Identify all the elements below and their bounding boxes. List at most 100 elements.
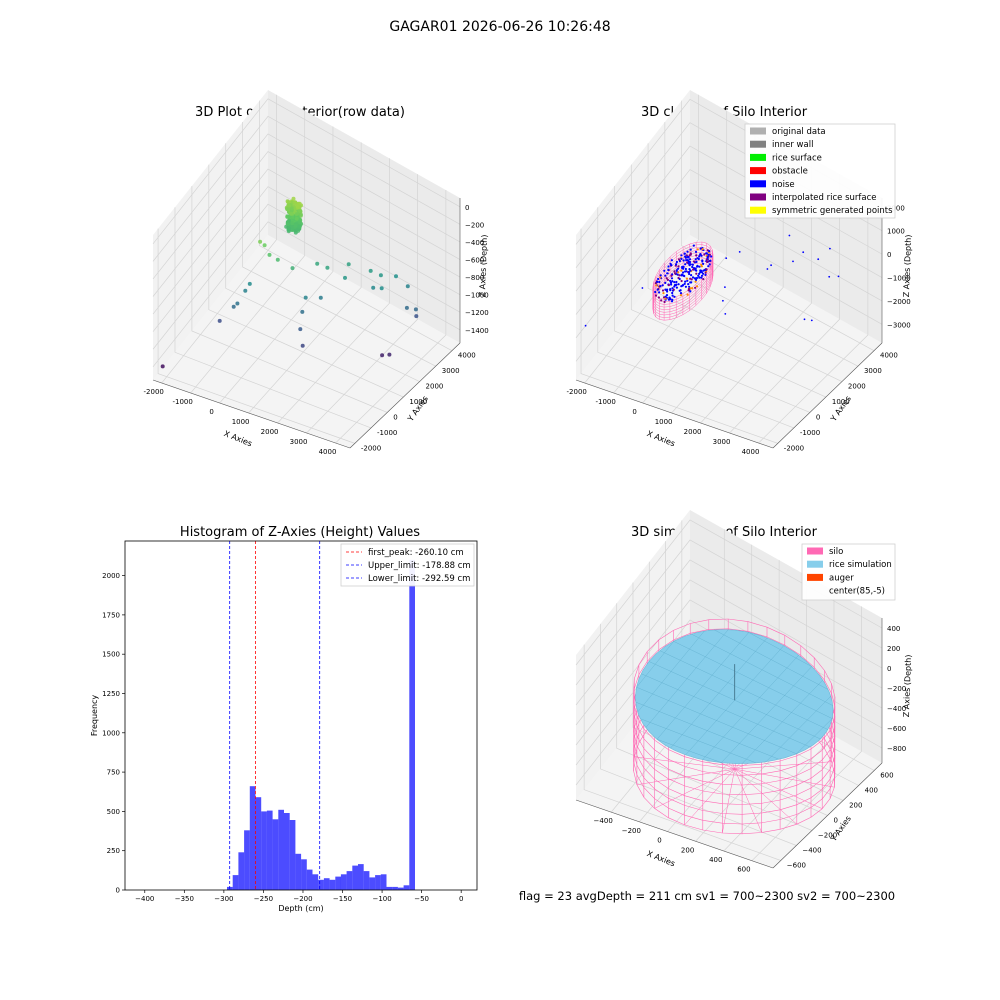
- x-tick-label: -1000: [595, 398, 615, 406]
- classified-point: [671, 287, 674, 290]
- y-tick-label: 4000: [880, 352, 898, 360]
- x-gridline: [306, 174, 418, 434]
- classified-point: [673, 281, 676, 284]
- legend-label: noise: [772, 180, 795, 190]
- panel-classify-3d: 3D classify of Silo Interior -2000-10000…: [567, 90, 913, 456]
- raw-data-point: [298, 209, 302, 213]
- histogram-bar: [295, 853, 302, 890]
- x-tick-label: -1000: [172, 398, 192, 406]
- y-gridline: [208, 164, 404, 398]
- classified-point: [679, 294, 683, 297]
- histogram-legend: first_peak: -260.10 cm Upper_limit: -178.…: [340, 543, 475, 587]
- x-gridline: [723, 591, 835, 852]
- raw-data-point: [294, 212, 299, 216]
- classified-point: [700, 274, 704, 277]
- left-pane: [153, 90, 268, 380]
- classified-point: [688, 272, 691, 276]
- legend-label: silo: [829, 547, 843, 557]
- noise-point: [766, 268, 769, 270]
- classified-point: [690, 281, 693, 284]
- classified-point: [677, 267, 680, 270]
- noise-point: [817, 258, 820, 261]
- classified-point: [666, 278, 670, 281]
- classified-point: [700, 263, 703, 266]
- legend-label: auger: [829, 573, 854, 583]
- classified-point: [698, 255, 701, 258]
- classified-point: [663, 269, 666, 272]
- legend-swatch: [750, 206, 766, 214]
- z-tick-label: −1400: [465, 327, 489, 335]
- classified-point: [697, 257, 700, 261]
- noise-point: [738, 251, 741, 253]
- classified-point: [690, 274, 693, 277]
- y-tick-label: 2000: [102, 572, 120, 580]
- classified-point: [687, 283, 690, 286]
- z-gridline: [152, 133, 461, 280]
- z-tick-label: −800: [887, 745, 906, 753]
- raw-data-point: [413, 307, 418, 312]
- histogram-bar: [289, 820, 296, 890]
- classified-point: [689, 253, 692, 256]
- y-tick-label: 0: [816, 413, 820, 421]
- y-tick-label: 1250: [102, 690, 120, 698]
- classified-point: [661, 284, 664, 287]
- z-gridline: [575, 169, 883, 315]
- noise-point: [837, 275, 840, 278]
- x-gridline: [335, 190, 447, 444]
- floor-pane: [153, 235, 460, 448]
- classified-point: [694, 267, 697, 270]
- x-tick-label: 0: [459, 895, 463, 903]
- classified-point: [655, 284, 658, 287]
- noise-point: [725, 257, 728, 260]
- z-tick-label: −1000: [887, 275, 911, 283]
- classified-point: [695, 272, 698, 275]
- classified-point: [664, 297, 667, 300]
- x-tick-label: 2000: [261, 428, 279, 436]
- x-tick-label: 3000: [713, 438, 731, 446]
- x-tick-label: 0: [657, 837, 661, 845]
- classified-point: [683, 252, 686, 255]
- raw-data-point: [293, 200, 298, 205]
- classified-point: [670, 259, 674, 262]
- classified-point: [664, 288, 667, 291]
- rice-mesh-line: [748, 632, 812, 667]
- y-tick-label: 0: [116, 887, 120, 895]
- y-tick-label: −400: [802, 847, 821, 855]
- classified-point: [692, 260, 696, 263]
- classified-point: [673, 270, 676, 273]
- histogram-bar: [284, 813, 290, 890]
- classified-point: [669, 279, 672, 282]
- z-axis-label: Z Axies (Depth): [478, 234, 489, 297]
- classified-point: [695, 254, 698, 257]
- x-axis-label: Depth (cm): [278, 904, 323, 913]
- legend-label: Lower_limit: -292.59 cm: [368, 574, 470, 584]
- x-gridline: [613, 110, 728, 394]
- raw-data-point: [295, 205, 300, 209]
- x-axis-line: [152, 379, 351, 449]
- x-axis-label: X Axies: [223, 429, 254, 448]
- classified-point: [706, 255, 709, 258]
- classified-point: [680, 269, 683, 272]
- noise-point: [792, 260, 794, 263]
- classified-point: [694, 277, 697, 280]
- classified-point: [657, 296, 661, 299]
- y-tick-label: 1000: [409, 398, 427, 406]
- noise-point: [724, 286, 726, 288]
- y-tick-label: 1000: [832, 398, 850, 406]
- classified-point: [666, 288, 669, 291]
- classified-point: [675, 286, 679, 289]
- classified-point: [702, 262, 705, 265]
- classified-point: [695, 285, 699, 288]
- classified-point: [699, 247, 702, 250]
- left-pane: [576, 90, 690, 380]
- classified-point: [682, 259, 685, 262]
- classified-point: [689, 248, 692, 251]
- raw-data-point: [387, 352, 392, 357]
- y-gridline: [600, 623, 797, 846]
- x-tick-label: −50: [414, 895, 429, 903]
- raw-data-point: [286, 203, 291, 208]
- classified-point: [684, 255, 687, 258]
- classified-point: [694, 250, 698, 253]
- x-tick-label: 4000: [742, 448, 760, 456]
